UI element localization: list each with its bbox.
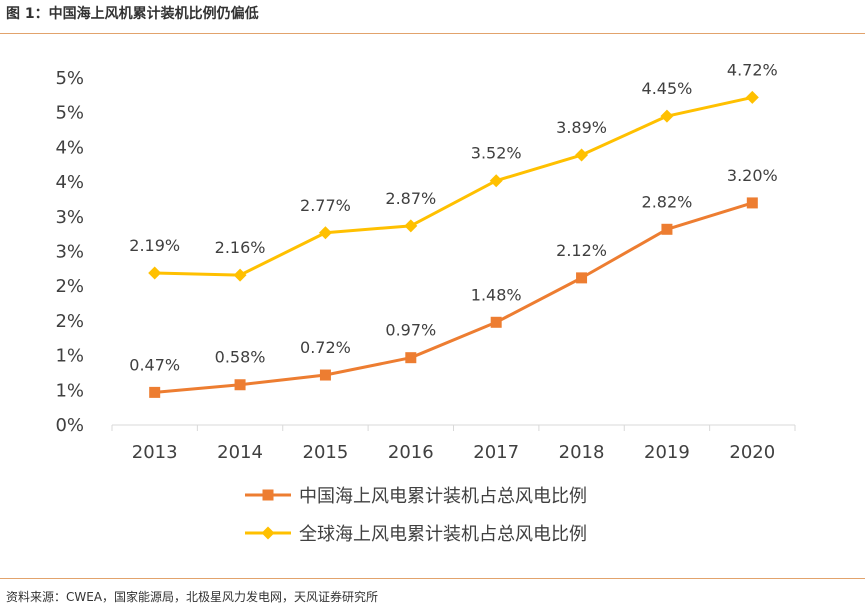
series-1-point — [405, 352, 417, 364]
y-tick-label: 1% — [55, 380, 84, 401]
data-label: 3.89% — [556, 118, 607, 137]
data-label: 0.58% — [215, 348, 266, 367]
x-tick-label: 2013 — [132, 442, 178, 463]
y-tick-label: 4% — [55, 137, 84, 158]
y-axis: 0% 1% 1% 2% 2% 3% 3% 4% 4% 5% 5% — [55, 68, 84, 436]
data-label: 4.72% — [727, 60, 778, 79]
y-tick-label: 2% — [55, 276, 84, 297]
series-2-point — [148, 266, 162, 280]
series-layer — [148, 90, 759, 398]
data-label: 2.82% — [642, 192, 693, 211]
series-1-point — [234, 379, 246, 391]
y-tick-label: 0% — [55, 415, 84, 436]
y-tick-label: 3% — [55, 242, 84, 263]
data-labels: 0.47% 0.58% 0.72% 0.97% 1.48% 2.12% 2.82% 3.20%… — [129, 60, 777, 374]
series-1-point — [746, 197, 758, 209]
series-2-point — [489, 174, 503, 188]
series-1-point — [319, 369, 331, 381]
series-2-point — [404, 219, 418, 233]
y-tick-label: 5% — [55, 103, 84, 124]
data-label: 0.97% — [385, 321, 436, 340]
data-label: 2.87% — [385, 189, 436, 208]
series-2-point — [233, 268, 247, 282]
y-tick-label: 3% — [55, 207, 84, 228]
x-axis: 2013 2014 2015 2016 2017 2018 2019 2020 — [111, 425, 796, 463]
data-label: 0.47% — [129, 355, 180, 374]
legend-marker — [262, 489, 274, 501]
series-2-point — [575, 148, 589, 162]
legend-label: 全球海上风电累计装机占总风电比例 — [299, 524, 587, 545]
top-divider — [0, 33, 865, 34]
x-tick-label: 2020 — [729, 442, 775, 463]
legend-label: 中国海上风电累计装机占总风电比例 — [299, 486, 587, 507]
data-label: 4.45% — [642, 79, 693, 98]
data-label: 1.48% — [471, 285, 522, 304]
data-label: 2.77% — [300, 196, 351, 215]
y-tick-label: 2% — [55, 311, 84, 332]
data-label: 2.19% — [129, 236, 180, 255]
series-1-point — [661, 223, 673, 235]
figure-title: 图 1：中国海上风机累计装机比例仍偏低 — [6, 6, 259, 22]
x-tick-label: 2017 — [473, 442, 519, 463]
source-note: 资料来源：CWEA，国家能源局，北极星风力发电网，天风证券研究所 — [6, 590, 379, 604]
y-tick-label: 1% — [55, 346, 84, 367]
series-1-point — [490, 316, 502, 328]
data-label: 2.12% — [556, 241, 607, 260]
x-tick-label: 2018 — [559, 442, 605, 463]
series-1-point — [149, 386, 161, 398]
data-label: 2.16% — [215, 238, 266, 257]
x-tick-label: 2015 — [303, 442, 349, 463]
y-tick-label: 5% — [55, 68, 84, 89]
line-chart: 0%1%1%2%2%3%3%4%4%5%5% 2013 2014 2015 2016 2… — [55, 60, 796, 545]
x-tick-label: 2014 — [217, 442, 263, 463]
x-tick-label: 2019 — [644, 442, 690, 463]
series-1-point — [576, 272, 588, 284]
x-tick-label: 2016 — [388, 442, 434, 463]
series-line-1 — [154, 201, 753, 394]
y-tick-label: 4% — [55, 172, 84, 193]
data-label: 3.52% — [471, 144, 522, 163]
series-2-point — [660, 109, 674, 123]
data-label: 3.20% — [727, 166, 778, 185]
series-line-2 — [154, 95, 753, 277]
legend-marker — [261, 526, 275, 540]
bottom-divider — [0, 578, 865, 579]
series-2-point — [318, 226, 332, 240]
series-2-point — [745, 90, 759, 104]
data-label: 0.72% — [300, 338, 351, 357]
